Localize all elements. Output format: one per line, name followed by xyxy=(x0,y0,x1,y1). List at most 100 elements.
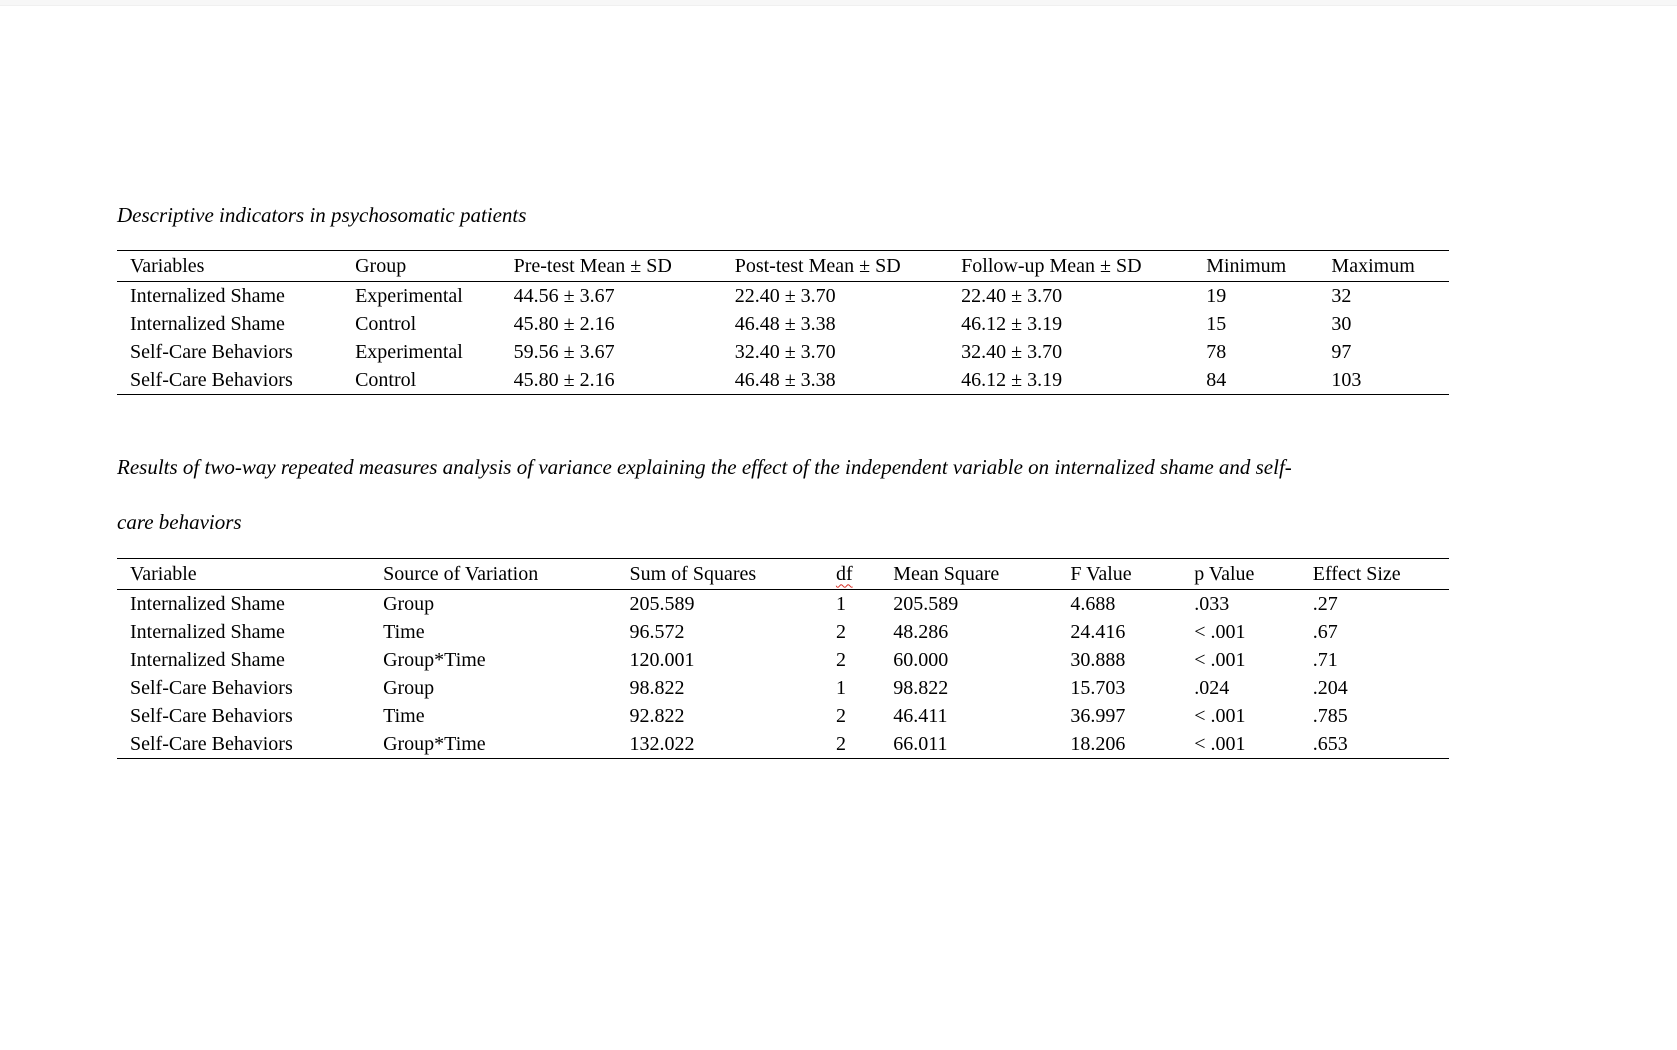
table2-header-p-value: p Value xyxy=(1181,558,1300,590)
table-cell: 2 xyxy=(835,704,846,727)
table-cell: Internalized Shame xyxy=(130,284,285,307)
table1-header-pretest: Pre-test Mean ± SD xyxy=(500,250,722,282)
table1-caption: Descriptive indicators in psychosomatic … xyxy=(117,203,527,227)
table-cell: 1 xyxy=(835,676,846,699)
table-cell: Experimental xyxy=(355,284,463,307)
table-cell: 103 xyxy=(1318,366,1449,395)
table-cell: .67 xyxy=(1312,620,1338,643)
table1-header-maximum: Maximum xyxy=(1318,250,1449,282)
table-cell: Experimental xyxy=(355,340,463,363)
table-cell: Internalized Shame xyxy=(130,312,285,335)
table-cell: < .001 xyxy=(1181,730,1300,759)
table-cell: 46.48 ± 3.38 xyxy=(721,366,949,395)
spellcheck-squiggle-df: df xyxy=(835,562,853,585)
table2-row: Self-Care Behaviors Time 92.822 2 46.411… xyxy=(117,702,1449,730)
document-page: Descriptive indicators in psychosomatic … xyxy=(0,202,1449,759)
table1-header-variables: Variables xyxy=(117,250,343,282)
table-cell: Control xyxy=(342,366,501,395)
table-cell: 32.40 ± 3.70 xyxy=(961,340,1063,363)
table-cell: Control xyxy=(355,312,417,335)
table-cell: 24.416 xyxy=(1070,620,1126,643)
table-cell: Self-Care Behaviors xyxy=(130,676,293,699)
table2-row: Internalized Shame Group 205.589 1 205.5… xyxy=(117,590,1449,619)
table2-header-effect-size: Effect Size xyxy=(1299,558,1449,590)
table-cell: 2 xyxy=(835,648,846,671)
table1-header-row: Variables Group Pre-test Mean ± SD Post-… xyxy=(117,250,1449,282)
table-cell: < .001 xyxy=(1194,704,1246,727)
table-cell: 46.12 ± 3.19 xyxy=(961,312,1063,335)
table2-row: Self-Care Behaviors Group*Time 132.022 2… xyxy=(117,730,1449,759)
table-cell: 46.48 ± 3.38 xyxy=(734,312,836,335)
table1-row: Internalized Shame Control 45.80 ± 2.16 … xyxy=(117,310,1449,338)
table-cell: 15.703 xyxy=(1070,676,1126,699)
table-cell: 48.286 xyxy=(893,620,949,643)
table-cell: < .001 xyxy=(1194,620,1246,643)
table2-header-mean-square: Mean Square xyxy=(880,558,1058,590)
table-cell: Group xyxy=(383,676,435,699)
table-cell: 120.001 xyxy=(629,648,695,671)
table-cell: 60.000 xyxy=(893,648,949,671)
table-cell: 45.80 ± 2.16 xyxy=(513,312,615,335)
table-cell: .27 xyxy=(1312,592,1338,615)
table-cell: Self-Care Behaviors xyxy=(130,704,293,727)
table-cell: 59.56 ± 3.67 xyxy=(513,340,615,363)
table1-row: Self-Care Behaviors Control 45.80 ± 2.16… xyxy=(117,366,1449,395)
table-cell: 205.589 xyxy=(629,592,695,615)
table-cell: 1 xyxy=(835,592,846,615)
table-cell: .785 xyxy=(1312,704,1348,727)
table-cell: Internalized Shame xyxy=(130,620,285,643)
table-cell: 96.572 xyxy=(629,620,685,643)
table-cell: 19 xyxy=(1206,284,1227,307)
table-cell: Time xyxy=(383,620,425,643)
table-cell: 2 xyxy=(822,730,881,759)
table-cell: 36.997 xyxy=(1070,704,1126,727)
descriptive-statistics-table: Variables Group Pre-test Mean ± SD Post-… xyxy=(117,250,1449,395)
table1-header-group: Group xyxy=(342,250,501,282)
table-cell: 4.688 xyxy=(1070,592,1116,615)
table-cell: 30.888 xyxy=(1070,648,1126,671)
table1-row: Self-Care Behaviors Experimental 59.56 ±… xyxy=(117,338,1449,366)
table-cell: .204 xyxy=(1312,676,1348,699)
table2-header-df: df xyxy=(822,558,881,590)
table1-header-minimum: Minimum xyxy=(1193,250,1319,282)
table-cell: Internalized Shame xyxy=(130,592,285,615)
table-cell: 78 xyxy=(1206,340,1227,363)
table-cell: .033 xyxy=(1194,592,1230,615)
table-cell: 98.822 xyxy=(893,676,949,699)
table2-header-source: Source of Variation xyxy=(370,558,617,590)
table-cell: 44.56 ± 3.67 xyxy=(513,284,615,307)
table2-row: Self-Care Behaviors Group 98.822 1 98.82… xyxy=(117,674,1449,702)
table-cell: 30 xyxy=(1331,312,1352,335)
table-cell: Time xyxy=(383,704,425,727)
table-cell: Internalized Shame xyxy=(130,648,285,671)
table-cell: 32.40 ± 3.70 xyxy=(734,340,836,363)
table-cell: 46.12 ± 3.19 xyxy=(948,366,1194,395)
table-cell: .71 xyxy=(1312,648,1338,671)
table-cell: < .001 xyxy=(1194,648,1246,671)
table-cell: Group*Time xyxy=(383,648,486,671)
table-cell: 15 xyxy=(1206,312,1227,335)
table-cell: 22.40 ± 3.70 xyxy=(734,284,836,307)
table-cell: 2 xyxy=(835,620,846,643)
table-cell: Group*Time xyxy=(370,730,617,759)
table2-header-sum-of-squares: Sum of Squares xyxy=(616,558,823,590)
table-cell: 66.011 xyxy=(880,730,1058,759)
anova-results-table: Variable Source of Variation Sum of Squa… xyxy=(117,558,1449,759)
table-cell: .653 xyxy=(1299,730,1449,759)
table1-header-posttest: Post-test Mean ± SD xyxy=(721,250,949,282)
table-cell: 98.822 xyxy=(629,676,685,699)
table-cell: .024 xyxy=(1194,676,1230,699)
table-cell: 32 xyxy=(1331,284,1352,307)
table-cell: 84 xyxy=(1193,366,1319,395)
table-cell: 18.206 xyxy=(1057,730,1182,759)
table2-header-variable: Variable xyxy=(117,558,371,590)
table2-row: Internalized Shame Group*Time 120.001 2 … xyxy=(117,646,1449,674)
table2-row: Internalized Shame Time 96.572 2 48.286 … xyxy=(117,618,1449,646)
table-cell: Self-Care Behaviors xyxy=(130,340,293,363)
table1-row: Internalized Shame Experimental 44.56 ± … xyxy=(117,282,1449,311)
table2-header-f-value: F Value xyxy=(1057,558,1182,590)
table2-header-row: Variable Source of Variation Sum of Squa… xyxy=(117,558,1449,590)
table-cell: 205.589 xyxy=(893,592,959,615)
table-cell: Self-Care Behaviors xyxy=(117,730,371,759)
table2-caption-line2: care behaviors xyxy=(117,510,242,534)
